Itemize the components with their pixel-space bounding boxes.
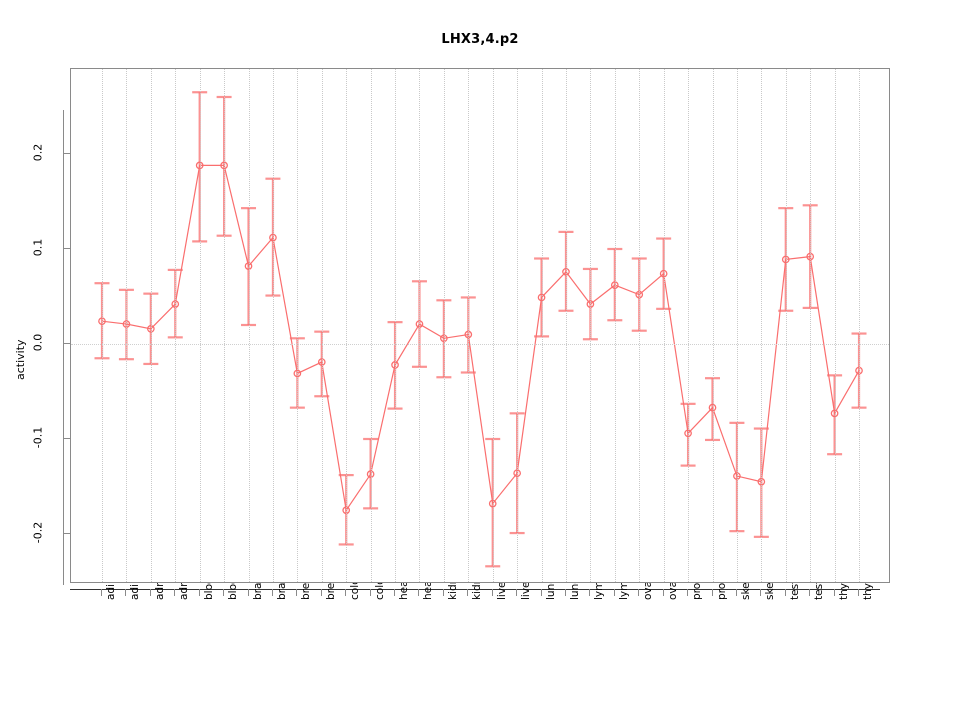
gridline-vertical bbox=[614, 69, 616, 582]
gridline-vertical bbox=[663, 69, 665, 582]
gridline-vertical bbox=[712, 69, 714, 582]
x-tick-mark bbox=[345, 589, 347, 596]
gridline-vertical bbox=[248, 69, 250, 582]
y-tick-mark bbox=[63, 343, 70, 344]
gridline-vertical bbox=[492, 69, 494, 582]
x-tick-mark bbox=[271, 589, 273, 596]
x-tick-mark bbox=[858, 589, 860, 596]
x-tick-mark bbox=[638, 589, 640, 596]
gridline-vertical bbox=[126, 69, 128, 582]
data-point-marker bbox=[708, 403, 717, 412]
gridline-vertical bbox=[468, 69, 470, 582]
y-tick-mark bbox=[63, 533, 70, 534]
x-tick-mark bbox=[760, 589, 762, 596]
x-tick-mark bbox=[247, 589, 249, 596]
x-tick-mark bbox=[711, 589, 713, 596]
gridline-vertical bbox=[102, 69, 103, 582]
x-tick-mark bbox=[809, 589, 811, 596]
x-tick-mark bbox=[564, 589, 566, 596]
gridline-vertical bbox=[639, 69, 641, 582]
gridline-vertical bbox=[199, 69, 201, 582]
x-tick-mark bbox=[296, 589, 298, 596]
gridline-vertical bbox=[272, 69, 274, 582]
gridline-vertical bbox=[810, 69, 812, 582]
plot-area bbox=[70, 68, 890, 583]
gridline-vertical bbox=[859, 69, 861, 582]
gridline-vertical bbox=[688, 69, 690, 582]
y-axis-spine bbox=[63, 110, 64, 585]
x-tick-mark bbox=[149, 589, 151, 596]
gridline-vertical bbox=[443, 69, 445, 582]
x-tick-mark bbox=[467, 589, 469, 596]
x-tick-mark bbox=[101, 589, 102, 596]
x-tick-mark bbox=[125, 589, 127, 596]
gridline-vertical bbox=[346, 69, 348, 582]
x-tick-mark bbox=[442, 589, 444, 596]
gridline-vertical bbox=[297, 69, 299, 582]
x-tick-mark bbox=[784, 589, 786, 596]
data-series-layer bbox=[94, 91, 867, 568]
gridline-vertical bbox=[175, 69, 177, 582]
gridline-vertical bbox=[150, 69, 152, 582]
x-tick-mark bbox=[491, 589, 493, 596]
gridline-vertical bbox=[321, 69, 323, 582]
x-tick-mark bbox=[662, 589, 664, 596]
x-tick-mark bbox=[687, 589, 689, 596]
x-tick-mark bbox=[320, 589, 322, 596]
gridline-vertical bbox=[590, 69, 592, 582]
y-tick-mark bbox=[63, 248, 70, 249]
gridline-vertical bbox=[834, 69, 836, 582]
gridline-vertical bbox=[785, 69, 787, 582]
x-tick-mark bbox=[613, 589, 615, 596]
series-line bbox=[101, 164, 860, 512]
gridline-zero bbox=[71, 344, 889, 345]
data-point-marker bbox=[98, 317, 106, 326]
x-tick-mark bbox=[735, 589, 737, 596]
gridline-vertical bbox=[565, 69, 567, 582]
x-tick-mark bbox=[540, 589, 542, 596]
gridline-vertical bbox=[541, 69, 543, 582]
x-tick-mark bbox=[589, 589, 591, 596]
x-tick-mark bbox=[418, 589, 420, 596]
x-tick-mark bbox=[394, 589, 396, 596]
x-tick-mark bbox=[369, 589, 371, 596]
y-tick-mark bbox=[63, 438, 70, 439]
gridline-vertical bbox=[370, 69, 372, 582]
gridline-vertical bbox=[761, 69, 763, 582]
y-tick-mark bbox=[63, 153, 70, 154]
x-tick-mark bbox=[198, 589, 200, 596]
chart-title: LHX3,4.p2 bbox=[441, 32, 519, 47]
gridline-vertical bbox=[419, 69, 421, 582]
x-axis-spine bbox=[70, 589, 880, 590]
x-tick-mark bbox=[833, 589, 835, 596]
gridline-vertical bbox=[395, 69, 397, 582]
gridline-vertical bbox=[736, 69, 738, 582]
gridline-vertical bbox=[517, 69, 519, 582]
x-tick-mark bbox=[174, 589, 176, 596]
x-tick-mark bbox=[223, 589, 225, 596]
x-tick-mark bbox=[516, 589, 518, 596]
gridline-vertical bbox=[224, 69, 226, 582]
